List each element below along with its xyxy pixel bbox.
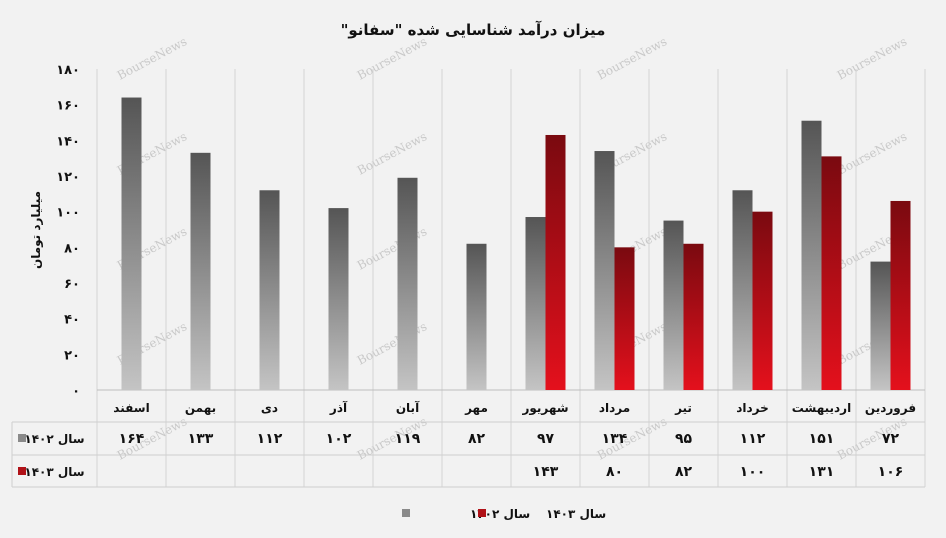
- data-label: ۷۲: [882, 431, 900, 447]
- bar-series-1: [594, 151, 615, 390]
- y-axis-label: میلیارد تومان: [29, 191, 44, 269]
- legend-label: سال ۱۴۰۳: [546, 507, 606, 521]
- bar-series-1: [801, 120, 822, 390]
- bars-layer: [121, 97, 911, 391]
- bar-series-1: [663, 220, 684, 390]
- x-category-label: اسفند: [113, 401, 149, 415]
- bar-series-1: [525, 217, 546, 390]
- bar-series-2: [614, 247, 635, 390]
- x-category-label: تیر: [674, 401, 692, 415]
- data-table: فروردین اردیبهشت خرداد تیر مرداد شهریور مهر آبا…: [18, 400, 916, 480]
- x-category-label: آبان: [396, 400, 420, 415]
- bar-series-1: [466, 243, 487, 390]
- x-category-label: خرداد: [736, 401, 769, 415]
- data-label: ۱۳۴: [602, 431, 628, 447]
- y-tick-label: ۱۸۰: [56, 63, 80, 78]
- x-category-label: شهریور: [521, 401, 568, 416]
- chart-title: میزان درآمد شناسایی شده "سفانو": [341, 21, 606, 39]
- data-label: ۱۴۳: [533, 464, 559, 480]
- data-label: ۱۱۹: [395, 431, 421, 447]
- x-category-label: اردیبهشت: [792, 401, 851, 415]
- data-label: ۱۰۲: [326, 431, 352, 447]
- watermark-layer: BourseNews BourseNews BourseNews BourseNews…: [115, 34, 909, 462]
- y-tick-label: ۱۶۰: [56, 99, 80, 114]
- watermark-text: BourseNews: [355, 319, 429, 367]
- table-row-swatch: [18, 467, 26, 475]
- table-row-header: سال ۱۴۰۳: [24, 465, 84, 479]
- bar-series-1: [190, 152, 211, 390]
- data-label: ۱۳۳: [188, 431, 214, 447]
- watermark-text: BourseNews: [355, 34, 429, 82]
- data-label: ۹۷: [537, 431, 555, 447]
- y-tick-label: ۰: [72, 384, 80, 399]
- legend-swatch: [402, 509, 410, 517]
- y-tick-label: ۴۰: [64, 313, 80, 328]
- y-tick-label: ۶۰: [64, 277, 80, 292]
- x-category-label: آذر: [329, 400, 348, 415]
- data-label: ۱۱۲: [257, 431, 283, 447]
- bar-series-1: [397, 177, 418, 390]
- bar-series-2: [545, 134, 566, 390]
- data-label: ۹۵: [675, 431, 693, 447]
- bar-series-1: [121, 97, 142, 391]
- y-tick-label: ۱۲۰: [56, 170, 80, 185]
- bar-series-2: [752, 211, 773, 390]
- watermark-text: BourseNews: [355, 224, 429, 272]
- data-label: ۸۲: [675, 464, 693, 480]
- bar-series-1: [870, 261, 891, 390]
- legend-swatch: [478, 509, 486, 517]
- data-label: ۱۳۱: [809, 464, 835, 480]
- x-category-label: فروردین: [865, 401, 916, 416]
- x-category-label: مهر: [464, 401, 488, 415]
- watermark-text: BourseNews: [595, 34, 669, 82]
- bar-series-2: [683, 243, 704, 390]
- data-label: ۸۰: [606, 464, 623, 480]
- watermark-text: BourseNews: [835, 34, 909, 82]
- y-tick-label: ۱۰۰: [56, 206, 80, 221]
- bar-series-1: [259, 190, 280, 390]
- x-category-label: بهمن: [185, 401, 216, 415]
- legend: سال ۱۴۰۲سال ۱۴۰۳: [402, 507, 606, 521]
- data-label: ۱۰۰: [740, 464, 766, 480]
- x-category-label: مرداد: [599, 401, 630, 415]
- watermark-text: BourseNews: [835, 129, 909, 177]
- data-label: ۱۰۶: [878, 464, 904, 480]
- y-axis-ticks: ۰ ۲۰ ۴۰ ۶۰ ۸۰ ۱۰۰ ۱۲۰ ۱۴۰ ۱۶۰ ۱۸۰: [56, 63, 80, 399]
- table-row-swatch: [18, 434, 26, 442]
- watermark-text: BourseNews: [355, 129, 429, 177]
- x-category-label: دی: [261, 401, 278, 415]
- y-tick-label: ۸۰: [64, 241, 80, 256]
- bar-series-2: [890, 200, 911, 390]
- bar-series-1: [328, 208, 349, 390]
- bar-series-1: [732, 190, 753, 390]
- y-tick-label: ۱۴۰: [56, 134, 80, 149]
- watermark-text: BourseNews: [115, 34, 189, 82]
- table-row-header: سال ۱۴۰۲: [24, 432, 84, 446]
- data-label: ۱۵۱: [809, 431, 835, 447]
- data-label: ۱۶۴: [119, 431, 145, 447]
- bar-series-2: [821, 156, 842, 390]
- data-label: ۸۲: [468, 431, 486, 447]
- y-tick-label: ۲۰: [64, 348, 80, 363]
- data-label: ۱۱۲: [740, 431, 766, 447]
- grid-lines: [11, 69, 926, 488]
